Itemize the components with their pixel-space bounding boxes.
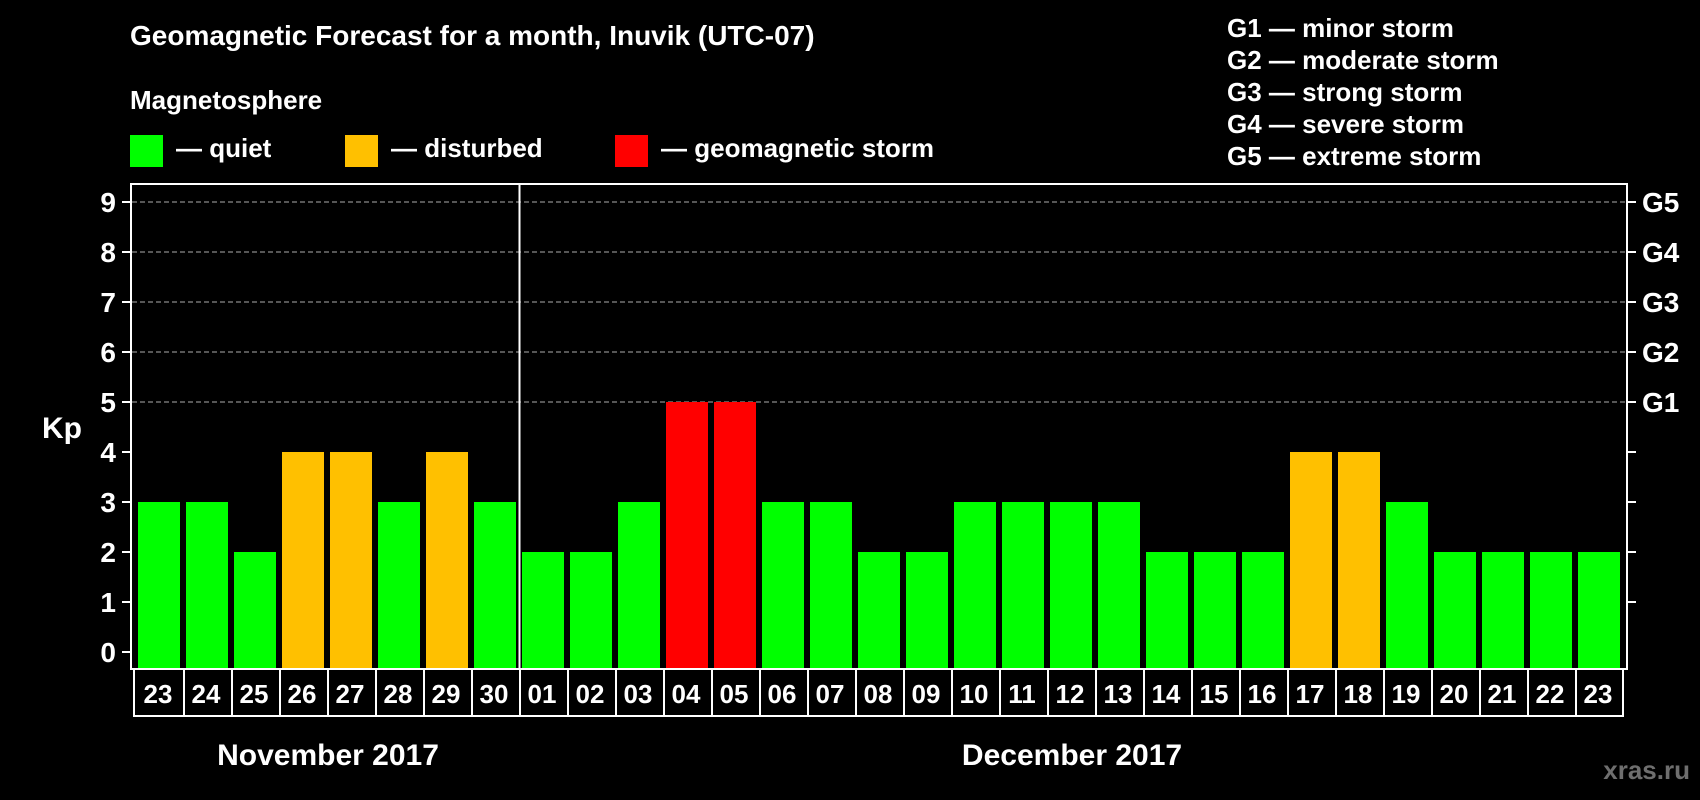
date-axis-box xyxy=(133,668,1624,717)
x-tick-label-14: 07 xyxy=(816,679,845,709)
bar-28 xyxy=(1482,552,1524,668)
y-tick-label-1: 1 xyxy=(100,587,116,618)
y-tick-label-0: 0 xyxy=(100,637,116,668)
right-tick-label-g2: G2 xyxy=(1642,337,1679,368)
x-tick-label-3: 26 xyxy=(288,679,317,709)
right-tick-label-g5: G5 xyxy=(1642,187,1679,218)
x-tick-label-18: 11 xyxy=(1008,679,1036,709)
bar-1 xyxy=(186,502,228,668)
legend-label-quiet: — quiet xyxy=(176,133,272,163)
legend-label-disturbed: — disturbed xyxy=(391,133,543,163)
y-tick-label-3: 3 xyxy=(100,487,116,518)
x-tick-label-23: 16 xyxy=(1248,679,1277,709)
y-tick-label-7: 7 xyxy=(100,287,116,318)
x-tick-label-30: 23 xyxy=(1584,679,1613,709)
bar-21 xyxy=(1146,552,1188,668)
storm-level-g2: G2 — moderate storm xyxy=(1227,45,1499,75)
bar-9 xyxy=(570,552,612,668)
bar-13 xyxy=(762,502,804,668)
bar-27 xyxy=(1434,552,1476,668)
legend-heading: Magnetosphere xyxy=(130,85,323,115)
bar-2 xyxy=(234,552,276,668)
bar-24 xyxy=(1290,452,1332,668)
right-tick-label-g4: G4 xyxy=(1642,237,1680,268)
x-tick-label-16: 09 xyxy=(912,679,941,709)
x-tick-label-12: 05 xyxy=(720,679,749,709)
bar-12 xyxy=(714,402,756,668)
bar-11 xyxy=(666,402,708,668)
bar-26 xyxy=(1386,502,1428,668)
bar-17 xyxy=(954,502,996,668)
storm-level-g5: G5 — extreme storm xyxy=(1227,141,1482,171)
x-tick-label-10: 03 xyxy=(624,679,653,709)
x-tick-label-25: 18 xyxy=(1344,679,1373,709)
storm-level-legend: G1 — minor storm G2 — moderate storm G3 … xyxy=(1227,12,1499,172)
bar-25 xyxy=(1338,452,1380,668)
x-tick-label-7: 30 xyxy=(480,679,509,709)
x-tick-label-19: 12 xyxy=(1056,679,1085,709)
x-tick-label-13: 06 xyxy=(768,679,797,709)
legend-swatch-quiet xyxy=(130,135,163,167)
legend-label-storm: — geomagnetic storm xyxy=(661,133,935,163)
x-tick-label-28: 21 xyxy=(1488,679,1517,709)
bar-29 xyxy=(1530,552,1572,668)
y-tick-label-5: 5 xyxy=(100,387,116,418)
x-tick-label-21: 14 xyxy=(1152,679,1181,709)
bar-22 xyxy=(1194,552,1236,668)
x-tick-label-0: 23 xyxy=(144,679,173,709)
y-tick-label-9: 9 xyxy=(100,187,116,218)
x-tick-label-8: 01 xyxy=(528,679,557,709)
y-tick-label-4: 4 xyxy=(100,437,116,468)
x-tick-label-20: 13 xyxy=(1104,679,1133,709)
x-tick-label-27: 20 xyxy=(1440,679,1469,709)
bar-20 xyxy=(1098,502,1140,668)
y-tick-label-8: 8 xyxy=(100,237,116,268)
x-tick-label-26: 19 xyxy=(1392,679,1421,709)
y-tick-label-6: 6 xyxy=(100,337,116,368)
x-tick-label-4: 27 xyxy=(336,679,365,709)
legend-swatch-disturbed xyxy=(345,135,378,167)
right-tick-label-g3: G3 xyxy=(1642,287,1679,318)
bar-0 xyxy=(138,502,180,668)
right-tick-label-g1: G1 xyxy=(1642,387,1679,418)
x-tick-label-15: 08 xyxy=(864,679,893,709)
x-tick-label-29: 22 xyxy=(1536,679,1565,709)
legend-swatch-storm xyxy=(615,135,648,167)
storm-level-g4: G4 — severe storm xyxy=(1227,109,1465,139)
y-axis-label: Kp xyxy=(42,412,82,445)
bar-19 xyxy=(1050,502,1092,668)
bar-18 xyxy=(1002,502,1044,668)
x-tick-label-9: 02 xyxy=(576,679,605,709)
month-label-0: November 2017 xyxy=(217,739,439,772)
bar-4 xyxy=(330,452,372,668)
storm-level-g1: G1 — minor storm xyxy=(1227,13,1454,43)
bar-15 xyxy=(858,552,900,668)
watermark: xras.ru xyxy=(1603,755,1690,785)
x-tick-label-5: 28 xyxy=(384,679,413,709)
bar-10 xyxy=(618,502,660,668)
x-tick-label-2: 25 xyxy=(240,679,269,709)
x-tick-label-17: 10 xyxy=(960,679,989,709)
x-tick-label-1: 24 xyxy=(192,679,221,709)
bar-7 xyxy=(474,502,516,668)
bar-14 xyxy=(810,502,852,668)
storm-level-g3: G3 — strong storm xyxy=(1227,77,1463,107)
bar-30 xyxy=(1578,552,1620,668)
bar-23 xyxy=(1242,552,1284,668)
bar-6 xyxy=(426,452,468,668)
x-tick-label-24: 17 xyxy=(1296,679,1325,709)
bar-5 xyxy=(378,502,420,668)
x-tick-label-11: 04 xyxy=(672,679,701,709)
month-label-1: December 2017 xyxy=(962,739,1182,772)
x-tick-label-22: 15 xyxy=(1200,679,1229,709)
chart-title: Geomagnetic Forecast for a month, Inuvik… xyxy=(130,20,815,51)
y-tick-label-2: 2 xyxy=(100,537,116,568)
x-tick-label-6: 29 xyxy=(432,679,461,709)
bar-8 xyxy=(522,552,564,668)
bar-16 xyxy=(906,552,948,668)
bar-3 xyxy=(282,452,324,668)
